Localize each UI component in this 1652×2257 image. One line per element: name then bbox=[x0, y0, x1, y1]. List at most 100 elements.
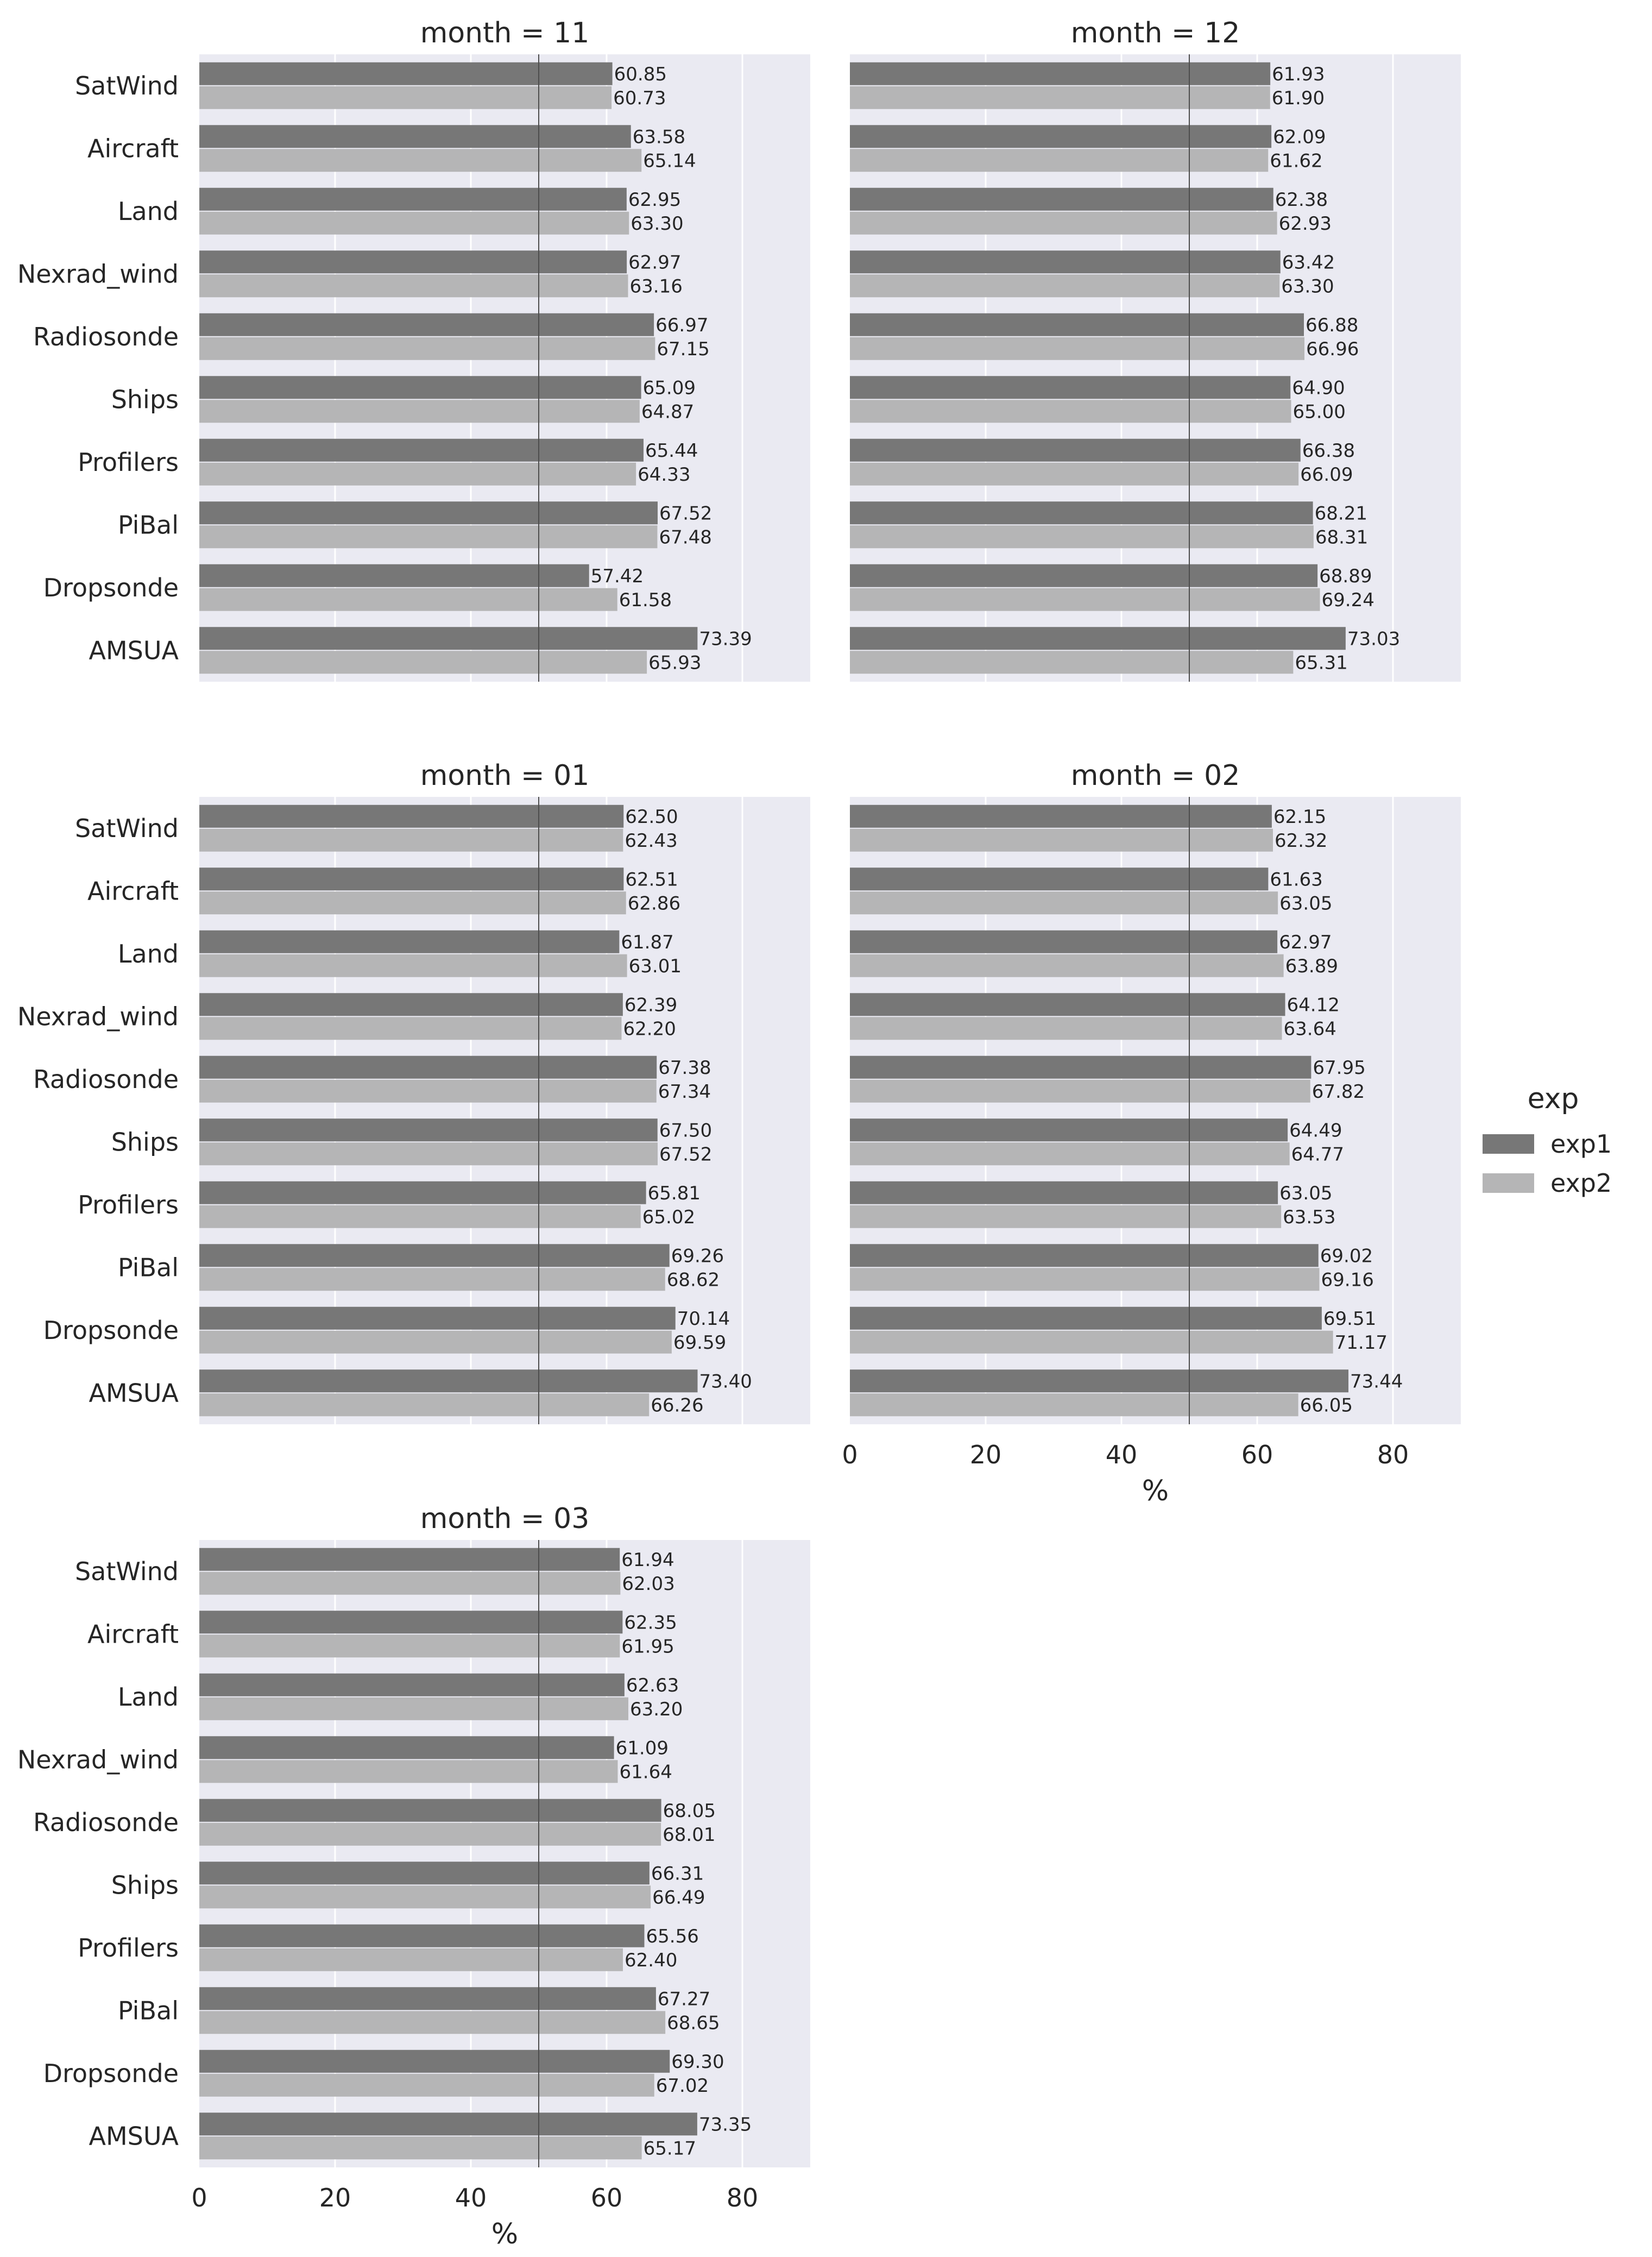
bar-exp2 bbox=[850, 1017, 1282, 1040]
category-label: Land bbox=[118, 939, 179, 969]
bar-exp2 bbox=[199, 954, 627, 977]
bar-exp1 bbox=[850, 1369, 1348, 1393]
value-label: 67.50 bbox=[659, 1120, 712, 1141]
panel-background bbox=[199, 54, 810, 682]
value-label: 63.05 bbox=[1279, 1183, 1332, 1204]
bar-exp2 bbox=[199, 86, 612, 109]
category-label: PiBal bbox=[118, 1996, 179, 2025]
value-label: 67.15 bbox=[657, 338, 709, 360]
bar-exp1 bbox=[850, 1306, 1322, 1330]
value-label: 73.03 bbox=[1347, 628, 1400, 650]
value-label: 63.05 bbox=[1279, 892, 1332, 914]
category-label: SatWind bbox=[75, 814, 179, 843]
value-label: 69.16 bbox=[1321, 1269, 1374, 1291]
bar-exp1 bbox=[199, 187, 627, 211]
value-label: 63.89 bbox=[1285, 955, 1338, 977]
legend-label: exp1 bbox=[1550, 1129, 1612, 1159]
category-label: Dropsonde bbox=[43, 1316, 179, 1345]
value-label: 62.43 bbox=[625, 830, 677, 852]
panel-background bbox=[850, 797, 1461, 1424]
value-label: 62.35 bbox=[624, 1612, 677, 1633]
bar-exp2 bbox=[850, 1268, 1320, 1291]
category-label: AMSUA bbox=[89, 636, 179, 665]
value-label: 65.81 bbox=[648, 1183, 701, 1204]
x-axis-label: % bbox=[491, 2218, 518, 2250]
bar-exp2 bbox=[199, 1079, 657, 1103]
value-label: 68.62 bbox=[667, 1269, 720, 1291]
legend-swatch-exp2 bbox=[1483, 1173, 1534, 1193]
bar-exp1 bbox=[850, 125, 1272, 148]
value-label: 63.53 bbox=[1283, 1206, 1335, 1228]
bar-exp1 bbox=[199, 564, 589, 587]
value-label: 64.77 bbox=[1291, 1143, 1344, 1165]
bar-exp2 bbox=[850, 337, 1304, 360]
value-label: 68.89 bbox=[1319, 565, 1372, 587]
bar-exp1 bbox=[199, 930, 620, 953]
value-label: 62.50 bbox=[625, 806, 678, 828]
bar-exp1 bbox=[199, 1987, 656, 2010]
category-label: Ships bbox=[111, 1127, 179, 1156]
category-label: Aircraft bbox=[87, 876, 179, 906]
facet-title: month = 11 bbox=[420, 17, 590, 49]
bar-exp2 bbox=[850, 86, 1270, 109]
x-tick-label: 80 bbox=[727, 2183, 759, 2212]
value-label: 66.26 bbox=[651, 1394, 703, 1416]
category-label: Dropsonde bbox=[43, 2059, 179, 2088]
value-label: 62.63 bbox=[626, 1675, 679, 1696]
value-label: 66.97 bbox=[655, 315, 708, 336]
value-label: 61.64 bbox=[620, 1761, 672, 1783]
value-label: 73.40 bbox=[699, 1370, 752, 1392]
value-label: 61.94 bbox=[621, 1549, 674, 1571]
value-label: 63.16 bbox=[630, 275, 683, 297]
bar-exp2 bbox=[199, 211, 629, 235]
value-label: 62.38 bbox=[1275, 189, 1328, 211]
value-label: 62.39 bbox=[625, 994, 677, 1016]
value-label: 62.86 bbox=[628, 892, 680, 914]
bar-exp2 bbox=[199, 1330, 672, 1354]
bar-exp1 bbox=[850, 627, 1346, 650]
value-label: 71.17 bbox=[1335, 1332, 1388, 1354]
bar-exp1 bbox=[199, 2049, 670, 2073]
bar-exp1 bbox=[199, 438, 644, 462]
bar-exp1 bbox=[850, 187, 1273, 211]
value-label: 64.87 bbox=[641, 401, 694, 423]
category-label: Land bbox=[118, 197, 179, 226]
value-label: 68.31 bbox=[1315, 526, 1368, 548]
value-label: 60.73 bbox=[613, 87, 666, 109]
value-label: 62.32 bbox=[1275, 830, 1327, 852]
bar-exp1 bbox=[199, 804, 624, 828]
bar-exp2 bbox=[850, 651, 1294, 674]
bar-exp1 bbox=[850, 993, 1285, 1016]
value-label: 67.82 bbox=[1312, 1081, 1365, 1103]
value-label: 70.14 bbox=[677, 1308, 730, 1330]
panel-background bbox=[199, 797, 810, 1424]
bar-exp1 bbox=[199, 993, 623, 1016]
bar-exp1 bbox=[850, 501, 1313, 525]
value-label: 67.02 bbox=[656, 2075, 709, 2097]
bar-exp1 bbox=[850, 564, 1318, 587]
value-label: 69.02 bbox=[1320, 1245, 1373, 1267]
bar-exp2 bbox=[199, 588, 617, 611]
value-label: 61.58 bbox=[619, 589, 672, 611]
bar-exp1 bbox=[199, 125, 631, 148]
value-label: 66.31 bbox=[651, 1863, 704, 1884]
category-label: Profilers bbox=[78, 448, 179, 477]
category-label: Aircraft bbox=[87, 1619, 179, 1649]
x-tick-label: 80 bbox=[1377, 1440, 1409, 1469]
bar-exp2 bbox=[850, 525, 1314, 549]
bar-exp2 bbox=[199, 1571, 621, 1595]
bar-exp2 bbox=[850, 1079, 1310, 1103]
bar-exp2 bbox=[199, 1885, 651, 1909]
category-label: Ships bbox=[111, 385, 179, 414]
legend-label: exp2 bbox=[1550, 1168, 1612, 1198]
value-label: 61.93 bbox=[1272, 64, 1325, 85]
value-label: 62.51 bbox=[625, 869, 678, 890]
bar-exp1 bbox=[199, 250, 627, 274]
value-label: 68.21 bbox=[1315, 502, 1367, 524]
bar-exp1 bbox=[199, 867, 624, 891]
bar-exp2 bbox=[199, 828, 623, 852]
category-label: Dropsonde bbox=[43, 573, 179, 602]
bar-exp2 bbox=[199, 1268, 665, 1291]
bar-exp2 bbox=[199, 149, 642, 172]
x-tick-label: 60 bbox=[591, 2183, 623, 2212]
